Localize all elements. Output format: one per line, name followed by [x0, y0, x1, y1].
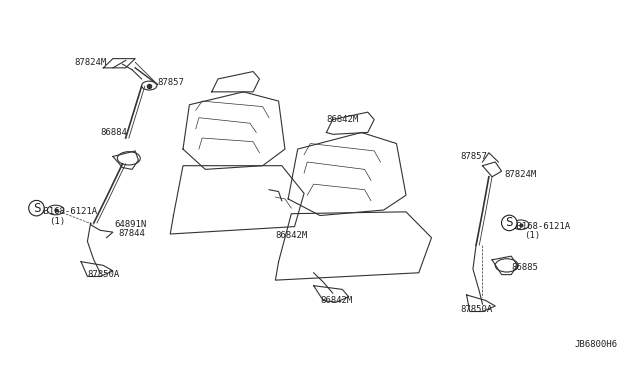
- Text: 87824M: 87824M: [505, 170, 537, 179]
- Text: 86885: 86885: [511, 263, 538, 272]
- Text: 87850A: 87850A: [88, 270, 120, 279]
- Text: 87857: 87857: [157, 78, 184, 87]
- Text: S: S: [506, 217, 513, 230]
- Text: 0B168-6121A: 0B168-6121A: [38, 207, 97, 217]
- Text: 86842M: 86842M: [320, 296, 352, 305]
- Text: 86884: 86884: [100, 128, 127, 137]
- Text: 87844: 87844: [118, 230, 145, 238]
- Text: 86842M: 86842M: [275, 231, 308, 240]
- Text: JB6800H6: JB6800H6: [575, 340, 618, 349]
- Text: 64891N: 64891N: [115, 220, 147, 229]
- Text: 87850A: 87850A: [460, 305, 492, 314]
- Text: 86842M: 86842M: [326, 115, 358, 124]
- Text: 87824M: 87824M: [75, 58, 107, 67]
- Text: 87857: 87857: [460, 152, 487, 161]
- Text: (1): (1): [524, 231, 540, 240]
- Text: 0B168-6121A: 0B168-6121A: [511, 222, 570, 231]
- Text: S: S: [33, 202, 40, 215]
- Text: (1): (1): [49, 217, 65, 225]
